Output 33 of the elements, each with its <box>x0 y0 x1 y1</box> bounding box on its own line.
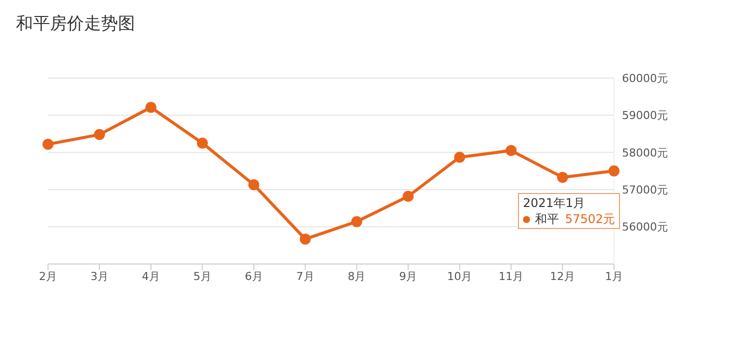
x-tick-label: 9月 <box>399 270 418 283</box>
x-tick-label: 6月 <box>244 270 263 283</box>
x-tick-label: 1月 <box>605 270 623 283</box>
point <box>94 129 105 140</box>
x-tick-label: 2月 <box>39 270 57 283</box>
point <box>248 179 260 190</box>
point <box>557 172 568 183</box>
chart-title: 和平房价走势图 <box>16 13 135 35</box>
data-label: 57502元 <box>565 212 616 226</box>
point <box>402 190 414 202</box>
legend-label: 和平 <box>535 212 559 226</box>
y-tick-label: 60000元 <box>622 72 668 85</box>
point <box>300 234 311 245</box>
x-tick-label: 12月 <box>550 270 576 283</box>
y-tick-label: 59000元 <box>622 109 668 122</box>
point <box>608 165 620 176</box>
x-tick-label: 11月 <box>498 270 524 283</box>
point <box>506 145 517 156</box>
y-tick-label: 57000元 <box>622 184 668 197</box>
x-tick-label: 10月 <box>447 270 472 283</box>
y-tick-label: 56000元 <box>622 220 668 234</box>
point <box>145 102 156 113</box>
point <box>196 138 208 149</box>
x-tick-label: 8月 <box>348 270 366 283</box>
x-tick-label: 5月 <box>193 270 212 283</box>
x-tick-label: 4月 <box>142 270 160 283</box>
x-tick-label: 7月 <box>296 270 314 283</box>
y-tick-label: 58000元 <box>622 146 668 160</box>
point <box>454 152 466 163</box>
point <box>42 138 54 150</box>
annotation: 2021年1月 <box>523 194 586 211</box>
point <box>351 216 362 228</box>
x-tick-label: 3月 <box>90 270 108 283</box>
